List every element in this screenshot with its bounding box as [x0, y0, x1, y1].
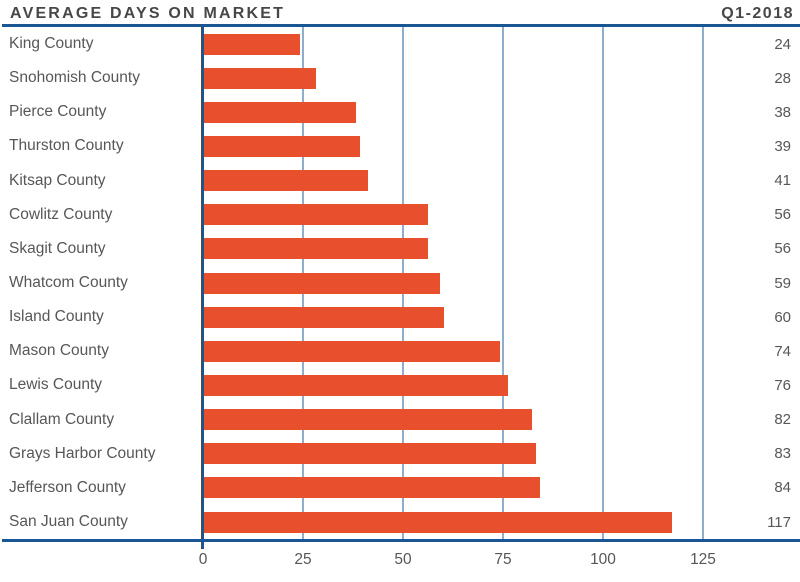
bar — [204, 33, 300, 55]
period-label: Q1-2018 — [721, 5, 794, 22]
table-row: Thurston County 39 — [0, 129, 800, 163]
bar — [204, 477, 540, 499]
rows: King County 24 Snohomish County 28 Pierc… — [0, 27, 800, 539]
row-label: Pierce County — [9, 103, 107, 121]
x-tick-label: 75 — [494, 551, 512, 568]
table-row: Mason County 74 — [0, 334, 800, 368]
table-row: King County 24 — [0, 27, 800, 61]
value-label: 83 — [774, 445, 791, 463]
table-row: Skagit County 56 — [0, 232, 800, 266]
x-tick-label: 100 — [590, 551, 616, 568]
table-row: Lewis County 76 — [0, 368, 800, 402]
row-label: Cowlitz County — [9, 205, 113, 223]
row-label: San Juan County — [9, 513, 128, 531]
value-label: 84 — [774, 479, 791, 497]
value-label: 117 — [767, 513, 791, 531]
gridline — [602, 27, 604, 539]
table-row: Jefferson County 84 — [0, 471, 800, 505]
value-label: 59 — [774, 274, 791, 292]
gridline — [502, 27, 504, 539]
table-row: Kitsap County 41 — [0, 164, 800, 198]
row-label: Grays Harbor County — [9, 444, 156, 462]
table-row: Whatcom County 59 — [0, 266, 800, 300]
bar — [204, 511, 672, 533]
bar — [204, 135, 360, 157]
table-row: Pierce County 38 — [0, 95, 800, 129]
bar — [204, 170, 368, 192]
table-row: Grays Harbor County 83 — [0, 437, 800, 471]
value-label: 56 — [774, 206, 791, 224]
bar — [204, 204, 428, 226]
chart-title: AVERAGE DAYS ON MARKET — [10, 5, 286, 22]
x-tick-label: 25 — [294, 551, 312, 568]
bar — [204, 374, 508, 396]
x-tick-label: 125 — [690, 551, 716, 568]
row-label: Thurston County — [9, 137, 124, 155]
x-axis-line — [2, 539, 800, 542]
row-label: Skagit County — [9, 239, 106, 257]
x-tick-label: 50 — [394, 551, 412, 568]
bar — [204, 67, 316, 89]
bar — [204, 101, 356, 123]
bar — [204, 306, 444, 328]
bar — [204, 443, 536, 465]
value-label: 24 — [774, 35, 791, 53]
table-row: Snohomish County 28 — [0, 61, 800, 95]
value-label: 76 — [774, 376, 791, 394]
row-label: Clallam County — [9, 410, 115, 428]
value-label: 82 — [774, 411, 791, 429]
table-row: Island County 60 — [0, 300, 800, 334]
value-label: 41 — [774, 172, 791, 190]
value-label: 38 — [774, 103, 791, 121]
value-label: 60 — [774, 308, 791, 326]
bar — [204, 238, 428, 260]
table-row: Cowlitz County 56 — [0, 198, 800, 232]
x-tick-label: 0 — [198, 551, 208, 568]
gridline — [702, 27, 704, 539]
x-axis-ticks: 0 25 50 75 100 125 — [0, 549, 800, 573]
table-row: San Juan County 117 — [0, 505, 800, 539]
bar — [204, 272, 440, 294]
value-label: 56 — [774, 240, 791, 258]
row-label: Island County — [9, 308, 104, 326]
row-label: King County — [9, 35, 94, 53]
bar — [204, 409, 532, 431]
row-label: Jefferson County — [9, 478, 126, 496]
value-label: 28 — [774, 69, 791, 87]
row-label: Mason County — [9, 342, 109, 360]
row-label: Kitsap County — [9, 171, 106, 189]
chart-header: AVERAGE DAYS ON MARKET Q1-2018 — [0, 0, 800, 24]
table-row: Clallam County 82 — [0, 403, 800, 437]
row-label: Snohomish County — [9, 69, 140, 87]
row-label: Whatcom County — [9, 274, 128, 292]
header-rule — [2, 24, 800, 27]
value-label: 74 — [774, 342, 791, 360]
value-label: 39 — [774, 137, 791, 155]
row-label: Lewis County — [9, 376, 103, 394]
zero-baseline — [201, 27, 204, 549]
bar — [204, 340, 500, 362]
